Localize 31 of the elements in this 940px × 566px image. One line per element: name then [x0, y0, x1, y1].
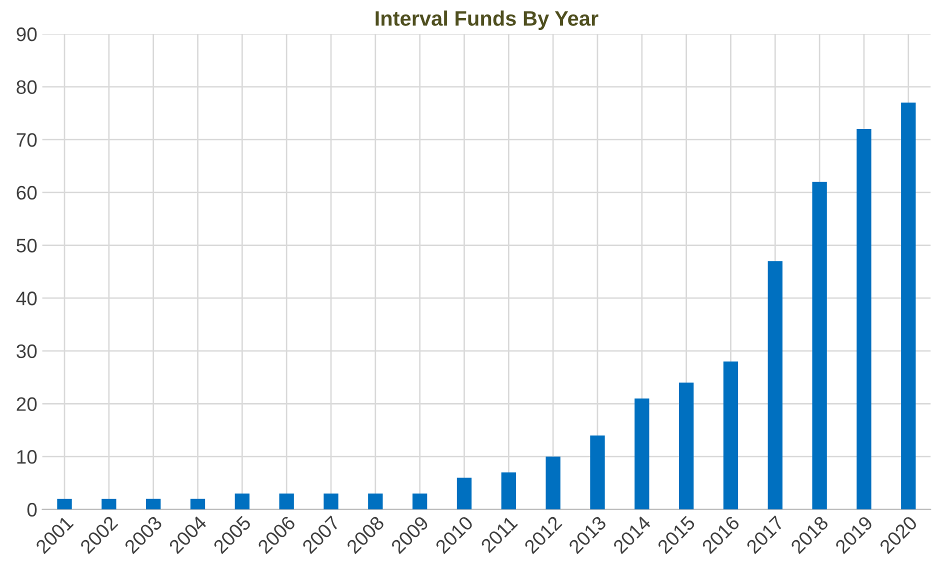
bar	[279, 494, 294, 510]
bar	[901, 102, 916, 510]
bar	[723, 361, 738, 510]
bar	[368, 494, 383, 510]
bar	[234, 494, 250, 510]
y-tick-label: 0	[27, 502, 37, 517]
y-tick-label: 20	[16, 397, 37, 411]
bar	[102, 498, 116, 510]
bar	[812, 182, 827, 510]
bar	[412, 494, 428, 510]
y-tick-label: 30	[16, 344, 37, 358]
bar	[190, 498, 206, 510]
bar	[768, 261, 782, 510]
bar	[456, 478, 472, 510]
bar	[501, 472, 516, 510]
bar	[146, 498, 161, 510]
bar	[856, 129, 872, 510]
chart-title: Interval Funds By Year	[376, 10, 598, 30]
bar	[324, 494, 338, 510]
bar	[634, 398, 650, 510]
y-tick-label: 40	[16, 292, 37, 306]
bar	[546, 456, 560, 510]
y-tick-label: 10	[17, 450, 37, 464]
y-tick-label: 90	[16, 27, 37, 42]
y-tick-label: 80	[16, 80, 37, 94]
y-tick-label: 50	[16, 238, 37, 253]
bar	[678, 382, 694, 510]
y-tick-label: 60	[16, 186, 37, 200]
y-tick-label: 70	[16, 133, 37, 147]
bar	[590, 435, 605, 510]
bar	[57, 498, 72, 510]
